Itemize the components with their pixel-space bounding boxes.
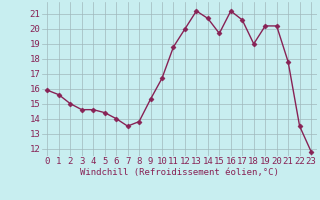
X-axis label: Windchill (Refroidissement éolien,°C): Windchill (Refroidissement éolien,°C) xyxy=(80,168,279,177)
